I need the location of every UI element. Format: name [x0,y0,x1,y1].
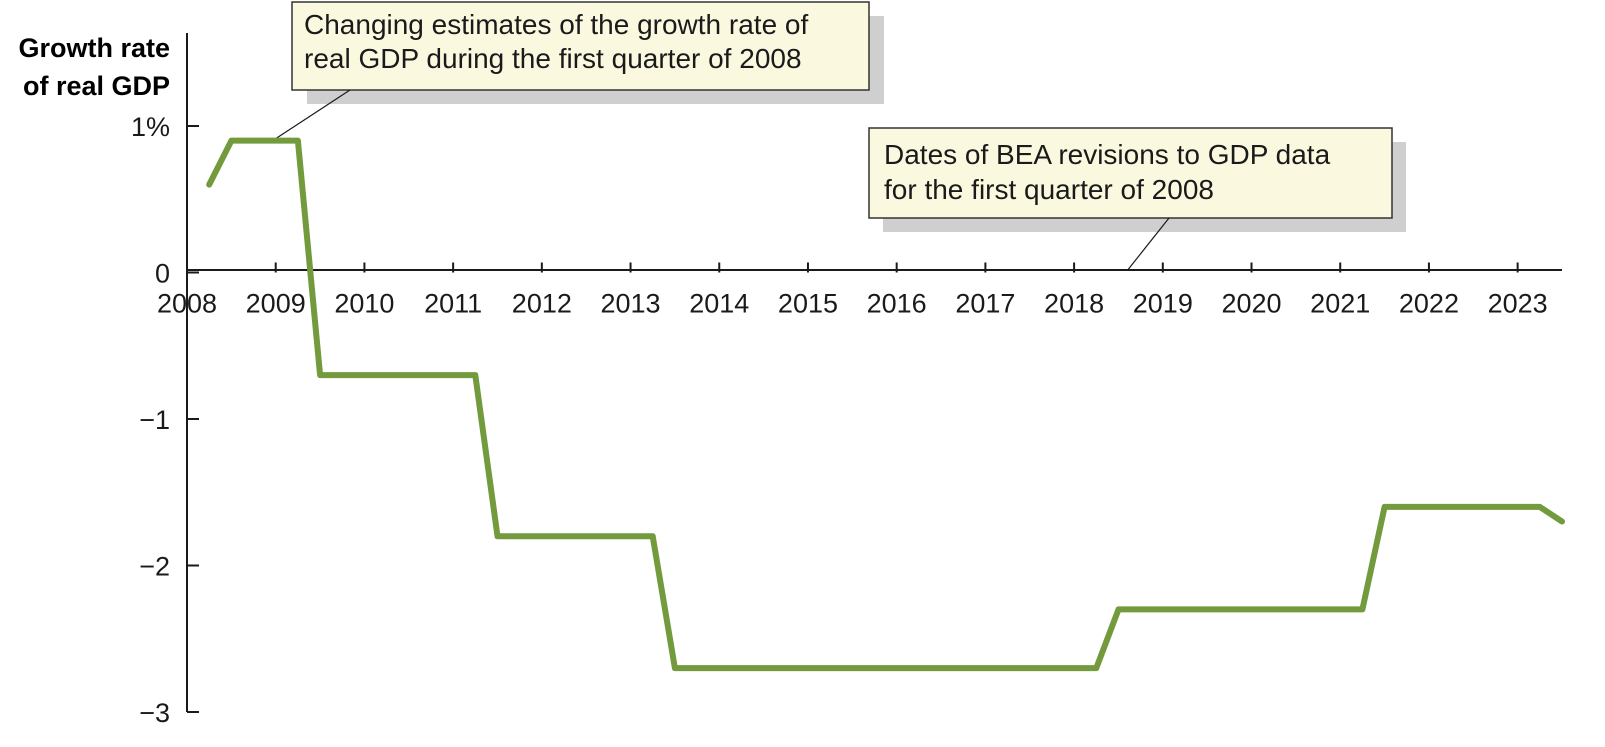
annotation-growth-estimates: Changing estimates of the growth rate of… [275,1,884,140]
x-tick-label-2019: 2019 [1133,289,1193,319]
annotation-growth-estimates-line-1: Changing estimates of the growth rate of [304,9,809,40]
y-tick-label-0: 1% [131,112,170,142]
x-tick-label-2020: 2020 [1221,289,1281,319]
annotation-growth-estimates-box [291,1,870,91]
x-tick-label-2022: 2022 [1399,289,1459,319]
y-tick-label-4: −3 [139,698,170,728]
x-tick-label-2017: 2017 [955,289,1015,319]
annotation-bea-revisions-leader [1126,217,1170,271]
x-tick-label-2011: 2011 [424,289,482,319]
x-tick-label-2023: 2023 [1488,289,1548,319]
x-tick-label-2009: 2009 [246,289,306,319]
y-tick-label-3: −2 [139,552,170,582]
y-tick-label-1: 0 [155,259,170,289]
annotation-growth-estimates-leader [275,89,351,140]
x-tick-label-2015: 2015 [778,289,838,319]
x-tick-label-2016: 2016 [867,289,927,319]
x-tick-label-2018: 2018 [1044,289,1104,319]
x-tick-label-2010: 2010 [334,289,394,319]
y-axis-label-line-1: Growth rate [18,33,170,63]
x-ticks: 2008 2009 2010 2011 2012 2013 2014 2015 2016 2017… [157,262,1548,319]
annotation-growth-estimates-line-2: real GDP during the first quarter of 200… [304,43,802,74]
annotation-bea-revisions: Dates of BEA revisions to GDP data for t… [868,127,1406,271]
y-axis-label-line-2: of real GDP [23,71,170,101]
series-line-gdp-estimates [206,137,1565,672]
y-ticks: 1% 0 −1 −2 −3 [131,112,199,728]
annotation-bea-revisions-line-1: Dates of BEA revisions to GDP data [884,139,1331,170]
x-tick-label-2014: 2014 [689,289,749,319]
x-tick-label-2008: 2008 [157,289,217,319]
annotation-bea-revisions-box [868,127,1393,219]
annotation-bea-revisions-line-2: for the first quarter of 2008 [884,174,1214,205]
x-tick-label-2013: 2013 [601,289,661,319]
y-tick-label-2: −1 [139,405,170,435]
x-tick-label-2021: 2021 [1310,289,1370,319]
x-tick-label-2012: 2012 [512,289,572,319]
